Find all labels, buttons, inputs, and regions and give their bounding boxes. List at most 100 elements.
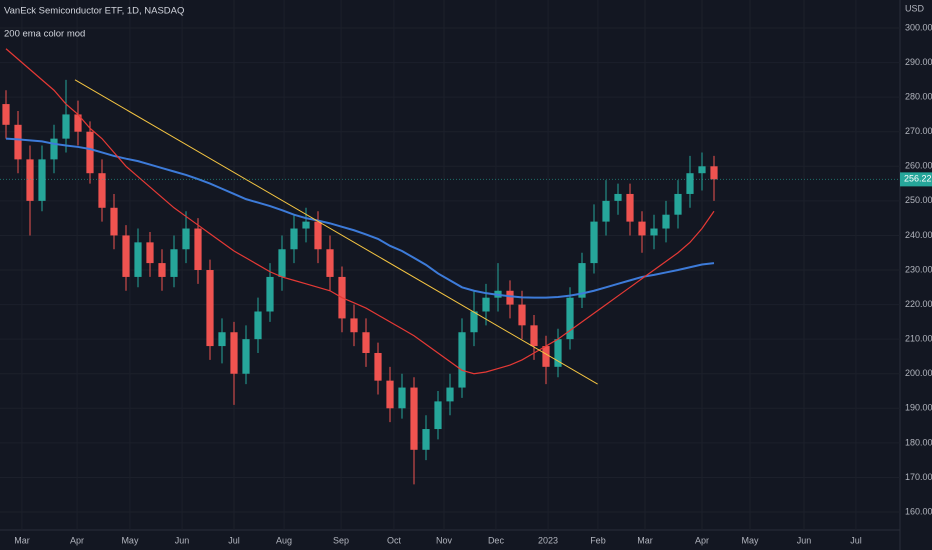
y-tick-label: 290.00	[905, 57, 932, 67]
x-tick-label: May	[741, 535, 759, 545]
y-tick-label: 170.00	[905, 472, 932, 482]
candle-body	[14, 124, 22, 160]
candle-body	[170, 249, 178, 277]
ema-line	[5, 48, 715, 375]
candle-body	[542, 346, 550, 367]
candle-body	[398, 387, 406, 409]
y-tick-label: 180.00	[905, 437, 932, 447]
candle-body	[578, 263, 586, 298]
y-tick-label: 190.00	[905, 403, 932, 413]
candle-body	[182, 228, 190, 250]
y-tick-label: 160.00	[905, 506, 932, 516]
candle-body	[26, 159, 34, 201]
x-tick-label: May	[121, 535, 139, 545]
y-tick-label: 260.00	[905, 161, 932, 171]
candle-body	[650, 228, 658, 236]
candle-body	[158, 263, 166, 277]
candle-body	[206, 270, 214, 347]
candle-body	[422, 429, 430, 450]
candle-body	[314, 221, 322, 250]
x-tick-label: Feb	[590, 535, 606, 545]
candle-body	[458, 332, 466, 388]
y-tick-label: 210.00	[905, 334, 932, 344]
candle-body	[230, 332, 238, 374]
candle-body	[86, 131, 94, 174]
x-tick-label: Jun	[797, 535, 812, 545]
candle-body	[686, 173, 694, 194]
x-tick-label: Sep	[333, 535, 349, 545]
candle-body	[410, 387, 418, 450]
y-tick-label: 200.00	[905, 368, 932, 378]
y-tick-label: 300.00	[905, 22, 932, 32]
candle-body	[554, 339, 562, 367]
x-tick-label: Mar	[14, 535, 30, 545]
candle-body	[278, 249, 286, 277]
candle-body	[326, 249, 334, 277]
currency-label: USD	[905, 3, 925, 13]
candle-body	[530, 325, 538, 347]
y-tick-label: 250.00	[905, 195, 932, 205]
candle-body	[290, 228, 298, 250]
y-tick-label: 240.00	[905, 230, 932, 240]
y-tick-label: 220.00	[905, 299, 932, 309]
candle-body	[110, 207, 118, 236]
candle-body	[302, 221, 310, 229]
x-tick-label: Jul	[850, 535, 862, 545]
candle-body	[38, 159, 46, 201]
last-price-label: 256.22	[904, 174, 932, 184]
candle-body	[470, 311, 478, 333]
candle-body	[74, 114, 82, 132]
candle-body	[254, 311, 262, 340]
candle-body	[518, 304, 526, 326]
x-tick-label: Apr	[695, 535, 709, 545]
x-tick-label: Aug	[276, 535, 292, 545]
y-tick-label: 230.00	[905, 264, 932, 274]
candle-body	[434, 401, 442, 430]
x-tick-label: 2023	[538, 535, 558, 545]
chart-title: VanEck Semiconductor ETF, 1D, NASDAQ	[4, 6, 184, 17]
candle-body	[242, 339, 250, 374]
candle-body	[506, 290, 514, 305]
candle-body	[626, 193, 634, 222]
candle-body	[638, 221, 646, 236]
candle-body	[482, 297, 490, 312]
x-tick-label: Oct	[387, 535, 402, 545]
candle-body	[614, 193, 622, 201]
ema-line	[5, 137, 715, 299]
candle-body	[674, 193, 682, 215]
candle-body	[566, 297, 574, 340]
x-tick-label: Nov	[436, 535, 453, 545]
candle-body	[98, 173, 106, 208]
x-tick-label: Jun	[175, 535, 190, 545]
candle-body	[446, 387, 454, 402]
candle-body	[350, 318, 358, 333]
x-tick-label: Mar	[637, 535, 653, 545]
candle-body	[602, 200, 610, 222]
trendline	[74, 79, 598, 385]
last-price-box	[900, 172, 932, 187]
candle-body	[374, 352, 382, 381]
x-tick-label: Dec	[488, 535, 505, 545]
indicator-name: 200 ema color mod	[4, 29, 85, 40]
candle-body	[362, 332, 370, 353]
y-tick-label: 280.00	[905, 92, 932, 102]
candle-body	[50, 138, 58, 160]
candle-body	[2, 104, 10, 125]
candle-body	[590, 221, 598, 264]
candle-body	[146, 242, 154, 264]
candle-body	[386, 380, 394, 409]
candle-body	[122, 235, 130, 277]
x-tick-label: Apr	[70, 535, 84, 545]
candle-body	[218, 332, 226, 347]
candle-body	[134, 242, 142, 277]
candle-body	[266, 276, 274, 312]
x-tick-label: Jul	[228, 535, 240, 545]
candle-body	[194, 228, 202, 271]
candle-body	[662, 214, 670, 229]
candle-body	[710, 166, 718, 180]
y-tick-label: 270.00	[905, 126, 932, 136]
candle-body	[62, 114, 70, 139]
candle-body	[698, 166, 706, 174]
